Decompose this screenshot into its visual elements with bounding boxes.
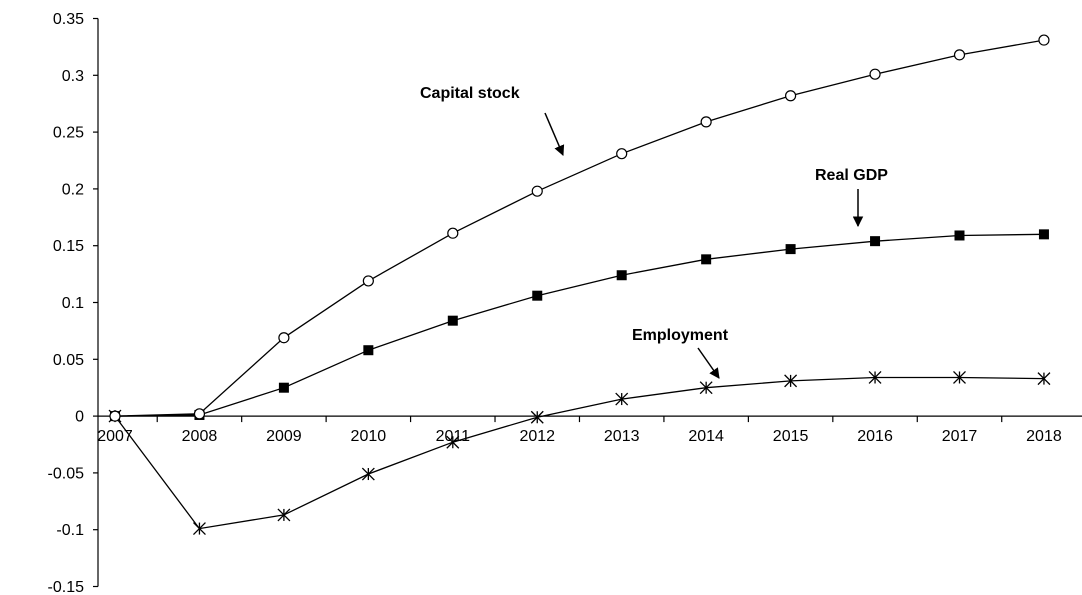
real-gdp-point: [532, 290, 543, 301]
real-gdp-line: [114, 233, 1045, 417]
capital-stock-point: [531, 185, 543, 197]
employment-point: [615, 392, 629, 406]
y-tick-label: 0.2: [62, 181, 84, 198]
x-tick-label: 2017: [942, 428, 978, 445]
real-gdp-point: [616, 270, 627, 281]
employment-arrow: [697, 347, 720, 379]
capital-stock-point: [616, 148, 628, 160]
real-gdp-point: [954, 230, 965, 241]
real-gdp-point: [363, 345, 374, 356]
employment-point: [1037, 372, 1051, 386]
employment-line: [114, 376, 1045, 530]
x-tick-label: 2015: [773, 428, 809, 445]
x-tick-label: 2014: [688, 428, 724, 445]
y-tick-label: 0.35: [53, 11, 84, 28]
y-tick-label: -0.1: [56, 522, 84, 539]
real-gdp-point: [701, 254, 712, 265]
real-gdp-annotation: Real GDP: [815, 167, 888, 184]
x-tick-label: 2007: [97, 428, 133, 445]
y-tick-label: -0.05: [48, 465, 85, 482]
employment-point: [953, 371, 966, 384]
y-tick-label: 0: [75, 409, 84, 426]
capital-stock-arrow: [544, 112, 565, 156]
x-tick-label: 2012: [519, 428, 555, 445]
y-tick-label: 0.25: [53, 125, 84, 142]
x-tick-label: 2010: [351, 428, 387, 445]
real-gdp-point: [447, 315, 458, 326]
capital-stock-point: [447, 227, 459, 239]
capital-stock-point: [193, 408, 206, 420]
real-gdp-point: [870, 236, 881, 247]
x-tick-label: 2008: [182, 428, 218, 445]
y-tick-label: -0.15: [48, 579, 85, 595]
series-markers: [108, 34, 1051, 536]
capital-stock-point: [1038, 34, 1050, 46]
chart-axes: -0.15 -0.1 -0.05 0 0.05 0.1 0.15 0.2 0.25 0.3 0.35…: [48, 11, 1082, 595]
capital-stock-point: [109, 410, 121, 422]
capital-stock-point: [278, 332, 290, 344]
real-gdp-point: [278, 382, 289, 393]
employment-point: [277, 508, 291, 522]
y-tick-label: 0.05: [53, 352, 84, 369]
employment-point: [784, 374, 798, 388]
y-tick-label: 0.1: [62, 295, 84, 312]
capital-stock-point: [784, 90, 797, 102]
employment-point: [446, 435, 460, 449]
capital-stock-line: [114, 39, 1045, 417]
series-lines: [114, 39, 1045, 530]
employment-point: [868, 371, 882, 384]
employment-point: [699, 381, 713, 395]
employment-point: [361, 467, 375, 481]
x-tick-label: 2013: [604, 428, 640, 445]
x-tick-label: 2009: [266, 428, 302, 445]
capital-stock-point: [869, 68, 881, 80]
y-tick-label: 0.3: [62, 68, 84, 85]
capital-stock-point: [700, 116, 712, 128]
x-tick-label: 2018: [1026, 428, 1062, 445]
capital-stock-point: [362, 275, 374, 287]
real-gdp-point: [1038, 229, 1049, 240]
capital-stock-annotation: Capital stock: [420, 85, 520, 102]
x-tick-label: 2016: [857, 428, 893, 445]
capital-stock-point: [953, 49, 966, 61]
chart-annotations: Capital stock Real GDP Employment: [420, 85, 888, 379]
real-gdp-point: [785, 244, 796, 255]
employment-annotation: Employment: [632, 327, 729, 344]
y-tick-label: 0.15: [53, 238, 84, 255]
employment-point: [192, 522, 206, 536]
employment-point: [530, 410, 544, 424]
